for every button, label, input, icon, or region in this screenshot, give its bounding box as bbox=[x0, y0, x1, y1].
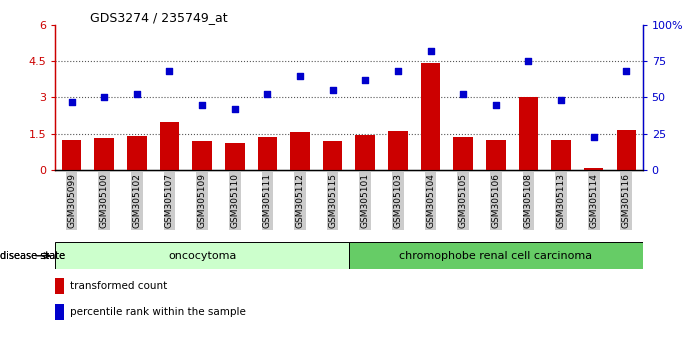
Point bbox=[262, 92, 273, 97]
Text: oncocytoma: oncocytoma bbox=[168, 251, 236, 261]
Bar bbox=[160, 121, 179, 170]
Text: GSM305106: GSM305106 bbox=[491, 173, 500, 228]
Bar bbox=[453, 137, 473, 170]
Bar bbox=[388, 131, 408, 170]
Bar bbox=[551, 140, 571, 170]
Bar bbox=[584, 167, 603, 170]
Point bbox=[164, 68, 175, 74]
Text: GSM305100: GSM305100 bbox=[100, 173, 108, 228]
Text: GSM305113: GSM305113 bbox=[556, 173, 565, 228]
Point bbox=[621, 68, 632, 74]
Bar bbox=[323, 141, 343, 170]
Bar bbox=[55, 304, 64, 320]
Text: GSM305110: GSM305110 bbox=[230, 173, 239, 228]
Text: GSM305108: GSM305108 bbox=[524, 173, 533, 228]
Text: GSM305114: GSM305114 bbox=[589, 173, 598, 228]
Point bbox=[131, 92, 142, 97]
Bar bbox=[95, 138, 114, 170]
Text: GSM305116: GSM305116 bbox=[622, 173, 631, 228]
Text: GSM305104: GSM305104 bbox=[426, 173, 435, 228]
Point bbox=[327, 87, 338, 93]
Bar bbox=[421, 63, 440, 170]
Text: GSM305102: GSM305102 bbox=[133, 173, 142, 228]
Bar bbox=[355, 135, 375, 170]
Bar bbox=[55, 278, 64, 294]
Point bbox=[490, 102, 501, 107]
Bar bbox=[55, 242, 349, 269]
Text: chromophobe renal cell carcinoma: chromophobe renal cell carcinoma bbox=[399, 251, 592, 261]
Point bbox=[360, 77, 371, 83]
Text: GSM305107: GSM305107 bbox=[165, 173, 174, 228]
Bar bbox=[127, 136, 146, 170]
Point bbox=[66, 99, 77, 104]
Bar bbox=[486, 140, 506, 170]
Text: GSM305101: GSM305101 bbox=[361, 173, 370, 228]
Text: GSM305109: GSM305109 bbox=[198, 173, 207, 228]
Text: GSM305099: GSM305099 bbox=[67, 173, 76, 228]
Text: GSM305112: GSM305112 bbox=[296, 173, 305, 228]
Point bbox=[523, 58, 534, 64]
Text: GSM305111: GSM305111 bbox=[263, 173, 272, 228]
Bar bbox=[61, 140, 82, 170]
Point bbox=[229, 106, 240, 112]
Bar bbox=[192, 141, 212, 170]
Text: GDS3274 / 235749_at: GDS3274 / 235749_at bbox=[90, 11, 227, 24]
Point bbox=[588, 134, 599, 139]
Text: transformed count: transformed count bbox=[70, 281, 167, 291]
Text: disease state: disease state bbox=[0, 251, 65, 261]
Bar bbox=[519, 97, 538, 170]
Point bbox=[556, 97, 567, 103]
Text: GSM305115: GSM305115 bbox=[328, 173, 337, 228]
Text: disease state: disease state bbox=[0, 251, 68, 261]
Bar bbox=[225, 143, 245, 170]
Bar bbox=[258, 137, 277, 170]
Text: percentile rank within the sample: percentile rank within the sample bbox=[70, 307, 246, 318]
Point bbox=[99, 95, 110, 100]
Point bbox=[392, 68, 404, 74]
Point bbox=[457, 92, 468, 97]
Bar bbox=[349, 242, 643, 269]
Text: GSM305105: GSM305105 bbox=[459, 173, 468, 228]
Point bbox=[294, 73, 305, 78]
Bar bbox=[290, 132, 310, 170]
Bar bbox=[616, 130, 636, 170]
Point bbox=[196, 102, 207, 107]
Text: GSM305103: GSM305103 bbox=[393, 173, 402, 228]
Point bbox=[425, 48, 436, 54]
